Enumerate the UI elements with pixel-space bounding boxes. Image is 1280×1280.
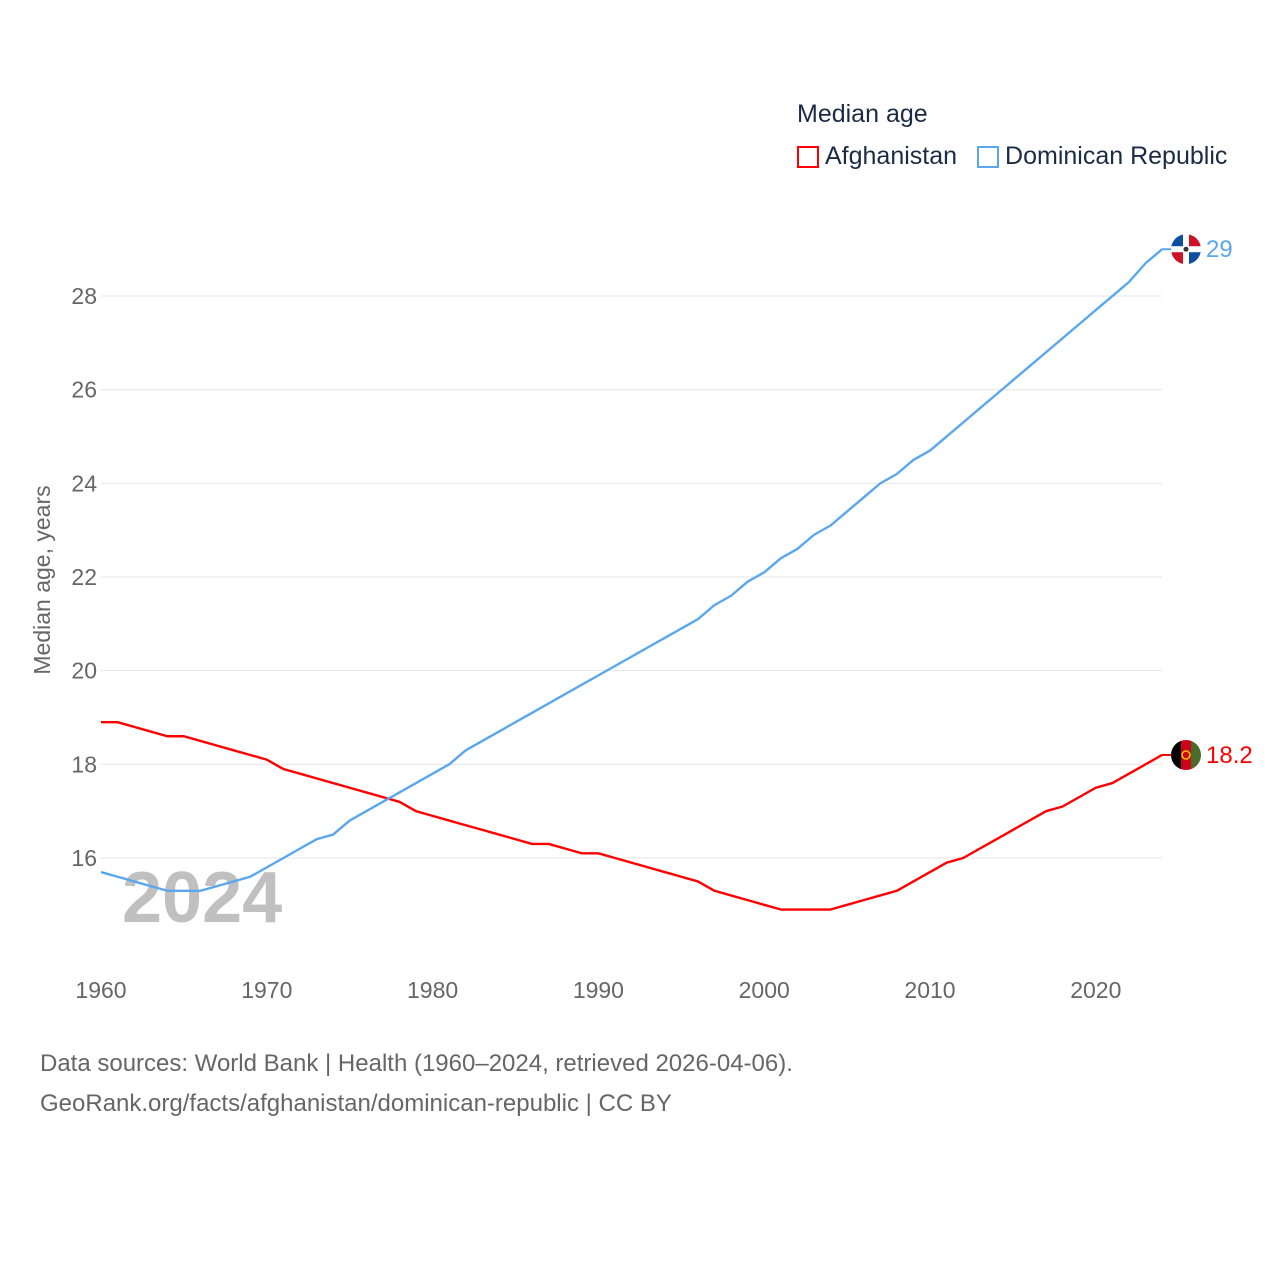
year-watermark: 2024: [122, 858, 282, 938]
x-tick-label: 1980: [407, 977, 458, 1003]
end-value-label: 29: [1206, 236, 1233, 263]
flag-quarter: [1189, 234, 1201, 247]
legend-swatch-dominican-republic: [977, 145, 1000, 168]
legend-title: Median age: [797, 100, 928, 128]
flag-emblem: [1181, 750, 1191, 760]
y-axis-label: Median age, years: [29, 485, 55, 674]
flag-body: [1171, 739, 1201, 770]
x-tick-label: 1960: [75, 977, 126, 1003]
legend-label: Afghanistan: [825, 142, 958, 170]
y-tick-label: 28: [71, 283, 97, 309]
end-value-label: 18.2: [1206, 742, 1253, 769]
legend-label: Dominican Republic: [1005, 142, 1228, 170]
flag-stripe: [1181, 739, 1191, 770]
y-tick-label: 18: [71, 751, 97, 777]
flag-stripe: [1171, 739, 1181, 770]
footer: Data sources: World Bank | Health (1960–…: [40, 1044, 793, 1124]
x-tick-label: 1990: [573, 977, 624, 1003]
y-tick-label: 26: [71, 377, 97, 403]
series-line-dominican-republic: [100, 248, 1163, 892]
series-line-afghanistan: [101, 720, 1163, 911]
flag-stripe: [1191, 739, 1201, 770]
flag-quarter: [1171, 234, 1183, 247]
legend: Afghanistan Dominican Republic: [797, 142, 1227, 171]
flag-body: [1171, 234, 1201, 265]
x-tick-label: 2010: [904, 977, 955, 1003]
flag-quarter: [1189, 252, 1201, 265]
flag-quarter: [1171, 252, 1183, 265]
y-tick-label: 24: [71, 470, 97, 496]
x-tick-label: 2020: [1070, 977, 1121, 1003]
legend-swatch-afghanistan: [797, 145, 819, 168]
y-tick-label: 16: [71, 845, 97, 871]
x-tick-label: 2000: [739, 977, 790, 1003]
y-tick-label: 20: [71, 658, 97, 684]
legend-item-dominican-republic[interactable]: Dominican Republic: [977, 142, 1227, 171]
source-link[interactable]: GeoRank.org/facts/afghanistan/dominican-…: [40, 1090, 672, 1117]
dominican-republic-flag-icon: [1171, 234, 1201, 265]
legend-item-afghanistan[interactable]: Afghanistan: [797, 142, 957, 171]
flag-emblem: [1183, 246, 1189, 252]
y-tick-label: 22: [71, 564, 97, 590]
afghanistan-flag-icon: [1171, 739, 1201, 770]
data-source-text: Data sources: World Bank | Health (1960–…: [40, 1050, 793, 1077]
x-tick-label: 1970: [241, 977, 292, 1003]
